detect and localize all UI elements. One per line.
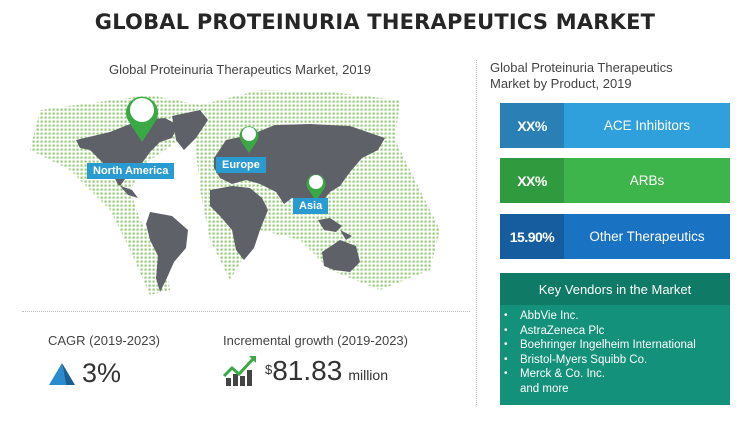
key-vendors-title: Key Vendors in the Market [500,273,730,305]
cagr-label: CAGR (2019-2023) [48,333,160,348]
product-percent: XX% [500,158,564,203]
world-map-graphic [30,90,440,295]
incremental-growth-unit: million [348,367,388,383]
key-vendors-panel: Key Vendors in the Market AbbVie Inc. As… [500,273,730,405]
vendor-item: Merck & Co. Inc. [504,367,730,382]
product-row-ace-inhibitors: XX% ACE Inhibitors [500,103,730,148]
region-label-europe: Europe [216,157,266,173]
page-title: GLOBAL PROTEINURIA THERAPEUTICS MARKET [94,10,656,34]
product-name: ARBs [564,158,730,203]
vendor-item: AstraZeneca Plc [504,324,730,339]
incremental-growth-value: 81.83 [272,355,343,386]
region-label-north-america: North America [87,163,175,179]
product-name: ACE Inhibitors [564,103,730,148]
product-section-title: Global Proteinuria Therapeutics Market b… [490,60,740,92]
vendor-list: AbbVie Inc. AstraZeneca Plc Boehringer I… [500,305,730,396]
vendor-more: and more [520,382,569,395]
cagr-value-group: 3% [48,358,121,389]
product-name: Other Therapeutics [564,214,730,259]
incremental-growth-label: Incremental growth (2019-2023) [223,333,408,348]
horizontal-divider [22,311,470,312]
north-america-pin-icon [126,96,158,142]
region-label-asia: Asia [293,198,329,214]
growth-chart-icon [223,356,256,386]
product-title-line2: Market by Product, 2019 [490,76,632,91]
product-row-other-therapeutics: 15.90% Other Therapeutics [500,214,730,259]
product-percent: XX% [500,103,564,148]
vertical-divider [476,60,477,405]
map-section-title: Global Proteinuria Therapeutics Market, … [108,62,372,77]
currency-symbol: $ [265,362,273,377]
vendor-item: Bristol-Myers Squibb Co. [504,353,730,368]
asia-pin-icon [306,174,326,201]
cagr-value: 3% [82,358,122,388]
europe-pin-icon [239,126,259,153]
product-row-arbs: XX% ARBs [500,158,730,203]
incremental-growth-group: $ 81.83 million [223,354,388,388]
vendor-item: Boehringer Ingelheim International [504,338,730,353]
product-percent: 15.90% [500,214,564,259]
vendor-item: AbbVie Inc. [504,309,730,324]
world-map [0,80,470,310]
pyramid-icon [49,362,75,385]
product-title-line1: Global Proteinuria Therapeutics [490,60,673,75]
